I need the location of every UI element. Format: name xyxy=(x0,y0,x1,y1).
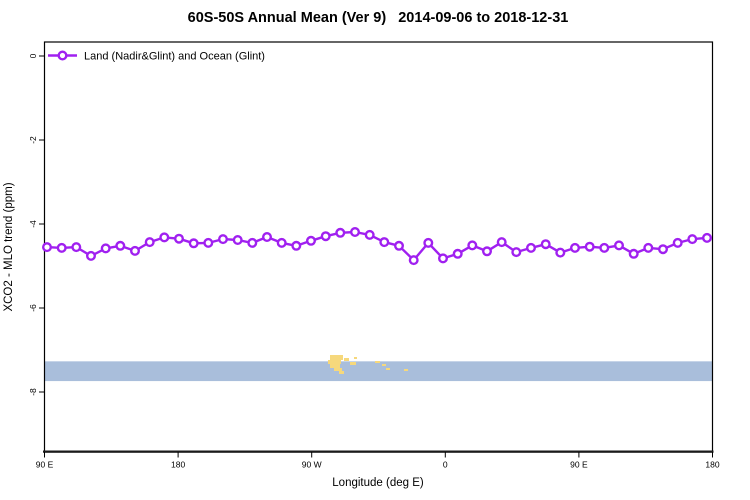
y-tick-label: 0 xyxy=(28,53,38,58)
land-spot xyxy=(334,368,342,371)
legend-label: Land (Nadir&Glint) and Ocean (Glint) xyxy=(84,51,265,63)
x-tick-label: 180 xyxy=(171,460,185,470)
y-tick-label: -2 xyxy=(28,136,38,144)
data-point-marker xyxy=(496,237,507,248)
legend: Land (Nadir&Glint) and Ocean (Glint) xyxy=(48,51,265,63)
data-point-marker xyxy=(173,233,184,244)
land-spot xyxy=(328,360,341,364)
data-point-marker xyxy=(364,229,375,240)
data-point-marker xyxy=(159,232,170,243)
data-point-marker xyxy=(570,242,581,253)
data-point-marker xyxy=(262,231,273,242)
land-spot xyxy=(350,362,356,365)
data-point-marker xyxy=(482,246,493,257)
data-point-marker xyxy=(584,241,595,252)
data-point-marker xyxy=(394,240,405,251)
data-point-marker xyxy=(100,243,111,254)
y-tick-label: -8 xyxy=(28,388,38,396)
data-point-marker xyxy=(291,240,302,251)
series-line xyxy=(46,230,708,262)
data-point-marker xyxy=(540,239,551,250)
x-tick-label: 90 E xyxy=(36,460,54,470)
data-point-marker xyxy=(42,242,53,253)
data-point-marker xyxy=(643,242,654,253)
y-tick-label: -6 xyxy=(28,304,38,312)
land-spot xyxy=(354,357,357,359)
x-axis-ticks: 90 E 180 90 W 0 90 E 180 xyxy=(36,452,720,470)
land-spot xyxy=(330,355,343,360)
data-point-marker xyxy=(511,247,522,258)
data-point-marker xyxy=(129,245,140,256)
land-spot xyxy=(375,361,380,363)
y-axis-ticks: 0 -2 -4 -6 -8 xyxy=(28,53,45,396)
data-point-marker xyxy=(658,244,669,255)
land-spot xyxy=(382,364,386,366)
data-point-marker xyxy=(276,237,287,248)
land-spot xyxy=(404,369,408,371)
data-point-marker xyxy=(526,242,537,253)
data-point-marker xyxy=(423,237,434,248)
land-spot xyxy=(344,358,349,361)
data-point-marker xyxy=(56,242,67,253)
data-point-marker xyxy=(144,237,155,248)
chart-title: 60S-50S Annual Mean (Ver 9) 2014-09-06 t… xyxy=(188,10,569,26)
data-point-marker xyxy=(188,238,199,249)
y-axis-label: XCO2 - MLO trend (ppm) xyxy=(3,182,15,311)
data-point-marker xyxy=(628,248,639,259)
data-point-marker xyxy=(306,235,317,246)
data-point-marker xyxy=(85,250,96,261)
latitude-band-map xyxy=(44,355,713,382)
data-point-marker xyxy=(614,240,625,251)
x-tick-label: 0 xyxy=(443,460,448,470)
data-point-marker xyxy=(555,247,566,258)
data-point-marker xyxy=(408,255,419,266)
data-series xyxy=(42,226,713,266)
ocean-band xyxy=(44,361,713,382)
x-tick-label: 90 E xyxy=(570,460,588,470)
x-axis-label: Longitude (deg E) xyxy=(332,477,424,489)
data-point-marker xyxy=(467,240,478,251)
y-tick-label: -4 xyxy=(28,220,38,228)
x-tick-label: 180 xyxy=(705,460,719,470)
data-point-marker xyxy=(687,234,698,245)
data-point-marker xyxy=(452,248,463,259)
data-point-marker xyxy=(115,240,126,251)
data-point-marker xyxy=(599,242,610,253)
data-point-marker xyxy=(71,242,82,253)
data-point-marker xyxy=(335,227,346,238)
land-spot xyxy=(330,364,340,368)
land-spot xyxy=(386,368,390,370)
data-point-marker xyxy=(232,234,243,245)
data-point-marker xyxy=(379,237,390,248)
data-point-marker xyxy=(203,237,214,248)
data-point-marker xyxy=(320,231,331,242)
data-point-marker xyxy=(217,234,228,245)
x-tick-label: 90 W xyxy=(302,460,322,470)
land-spot xyxy=(339,371,344,374)
legend-marker-icon xyxy=(57,50,68,61)
data-point-marker xyxy=(350,226,361,237)
data-point-marker xyxy=(672,237,683,248)
data-point-marker xyxy=(247,237,258,248)
data-point-marker xyxy=(702,232,713,243)
data-point-marker xyxy=(438,253,449,264)
